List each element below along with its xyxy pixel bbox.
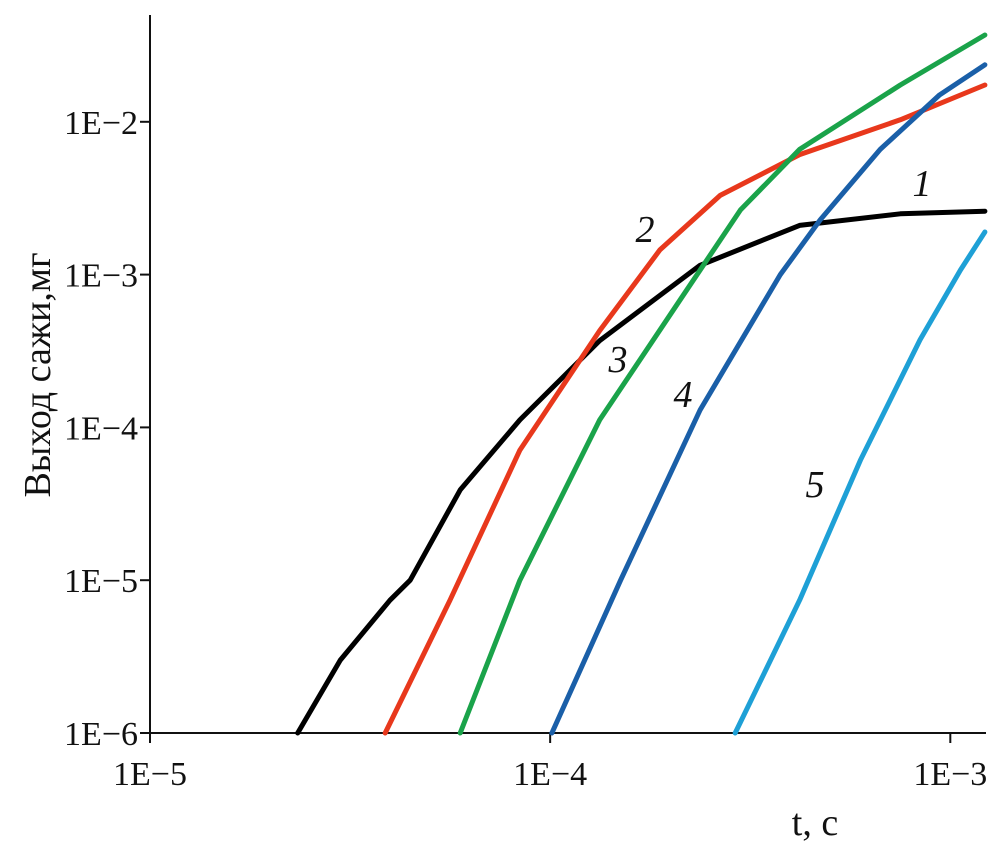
series-line — [549, 62, 988, 736]
series-label: 3 — [608, 339, 628, 381]
x-tick-label: 1E−4 — [513, 756, 587, 793]
series-label: 5 — [806, 464, 825, 506]
y-tick-label: 1E−5 — [64, 563, 138, 600]
series-label: 1 — [913, 163, 932, 205]
series-line — [732, 229, 988, 736]
series-line — [295, 208, 988, 736]
x-axis-title: t, с — [792, 802, 838, 844]
y-tick-label: 1E−4 — [64, 410, 138, 447]
y-tick-label: 1E−2 — [64, 105, 138, 142]
series-label: 2 — [636, 209, 655, 251]
series-line — [457, 32, 988, 736]
y-tick-label: 1E−3 — [64, 258, 138, 295]
x-tick-label: 1E−5 — [113, 756, 187, 793]
series-label: 4 — [674, 374, 693, 416]
x-tick-label: 1E−3 — [913, 756, 987, 793]
series-line — [382, 82, 988, 736]
y-tick-label: 1E−6 — [64, 716, 138, 753]
y-axis-title: Выход сажи,мг — [17, 252, 59, 497]
